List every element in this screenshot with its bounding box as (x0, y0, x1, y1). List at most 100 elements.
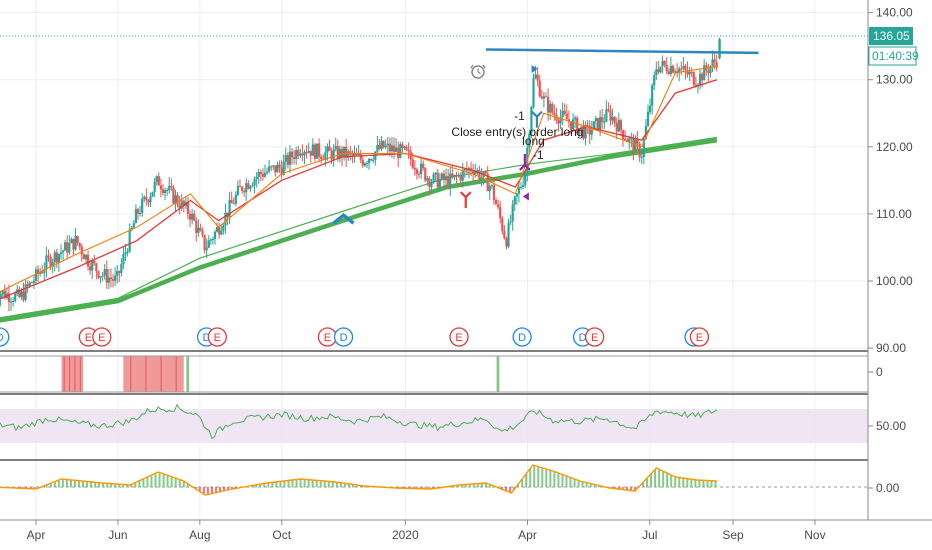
candle-body (230, 200, 233, 204)
candle-body (126, 251, 129, 253)
candle-body (215, 227, 219, 232)
macd-bar (545, 469, 548, 488)
earnings-marker[interactable]: E (449, 327, 469, 347)
earnings-marker[interactable]: E (585, 327, 605, 347)
candle-body (378, 144, 381, 149)
macd-bar (505, 487, 508, 492)
candle-body (382, 140, 385, 148)
candle-body (111, 279, 115, 281)
dividend-marker[interactable]: D (512, 327, 532, 347)
candle-body (359, 154, 362, 160)
macd-bar (299, 479, 302, 488)
candle-body (280, 167, 283, 175)
candle-body (232, 203, 235, 205)
macd-bar (593, 484, 596, 488)
candle-body (49, 256, 52, 267)
macd-bar (557, 473, 560, 488)
macd-bar (275, 481, 278, 488)
candle-body (122, 254, 125, 265)
alarm-clock-icon[interactable] (470, 64, 486, 79)
candle-body (694, 84, 697, 87)
candle-body (638, 143, 641, 158)
candle-body (669, 65, 672, 75)
trade-arrow-icon (459, 191, 472, 209)
candle-body (72, 238, 75, 250)
candle-body (509, 221, 512, 223)
candle-body (1, 290, 4, 295)
earnings-marker[interactable]: E (207, 327, 227, 347)
dividend-marker[interactable]: D (0, 327, 10, 347)
candle-body (305, 152, 308, 154)
candle-body (243, 190, 246, 193)
event-marker-label: E (696, 332, 703, 344)
candle-body (580, 126, 583, 128)
candle-body (57, 254, 60, 263)
time-scale[interactable]: Apr Jun Aug Oct 2020 Apr Jul Sep Nov (0, 519, 932, 542)
x-tick-label: Jun (108, 528, 127, 542)
candle-body (315, 143, 319, 159)
macd-bar (529, 468, 532, 488)
candle-body (101, 275, 104, 277)
candle-body (665, 64, 668, 72)
macd-bar (279, 481, 282, 488)
candle-body (303, 152, 306, 156)
macd-bar (114, 483, 117, 488)
macd-bar (343, 483, 346, 488)
macd-bar (472, 483, 475, 488)
ema-mid-line (0, 79, 718, 300)
candle-body (276, 164, 279, 173)
candle-body (615, 122, 618, 132)
event-marker-label: E (591, 332, 598, 344)
pattern-marker-icon (332, 213, 355, 225)
macd-bar (561, 474, 564, 488)
candle-body (561, 110, 564, 118)
candle-body (261, 174, 264, 177)
macd-bar (710, 480, 713, 488)
candle-body (336, 145, 339, 159)
candle-body (399, 144, 402, 158)
candle-body (571, 119, 575, 130)
candle-body (257, 171, 260, 177)
candle-body (255, 176, 258, 180)
macd-bar (577, 480, 580, 488)
candle-body (138, 212, 142, 214)
candle-body (497, 204, 500, 208)
candle-body (324, 152, 327, 161)
exit-marker-icon (522, 192, 529, 201)
candle-body (688, 72, 691, 75)
event-marker-label: E (214, 332, 221, 344)
candle-body (80, 246, 83, 255)
macd-bar (658, 469, 661, 488)
candle-body (361, 159, 364, 166)
candle-body (461, 170, 464, 181)
candle-body (309, 150, 312, 156)
macd-bar (307, 479, 310, 488)
candle-body (182, 200, 185, 206)
candle-body (546, 97, 550, 113)
candle-body (553, 112, 556, 116)
candle-body (199, 227, 202, 231)
rsi-panel (0, 403, 868, 443)
x-tick-label: Nov (804, 528, 825, 542)
candle-body (342, 146, 346, 158)
earnings-marker[interactable]: E (92, 327, 112, 347)
candle-body (141, 198, 144, 213)
macd-bar (146, 476, 149, 488)
earnings-marker[interactable]: E (689, 327, 710, 347)
macd-bar (694, 479, 697, 488)
dividend-marker[interactable]: D (333, 327, 354, 347)
earnings-marker[interactable]: E (317, 327, 338, 347)
candle-body (444, 176, 448, 181)
candle-body (692, 72, 695, 85)
candle-body (307, 150, 310, 153)
candle-body (655, 69, 658, 76)
price-scale[interactable]: 140.00 130.00 120.00 110.00 100.00 90.00 0 50.0… (867, 0, 932, 550)
candle-body (61, 250, 65, 253)
resistance-line[interactable] (485, 48, 759, 55)
candle-body (540, 96, 543, 99)
candle-body (9, 301, 13, 303)
macd-bar (311, 480, 314, 488)
candle-body (574, 117, 577, 120)
